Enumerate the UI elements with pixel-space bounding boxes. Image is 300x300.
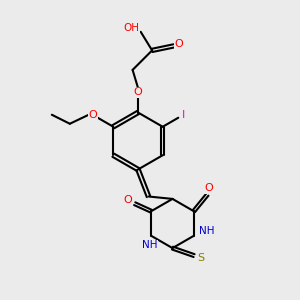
Text: O: O <box>124 195 133 205</box>
Text: OH: OH <box>123 23 139 33</box>
Text: O: O <box>175 39 184 50</box>
Text: S: S <box>197 253 204 263</box>
Text: NH: NH <box>199 226 214 236</box>
Text: O: O <box>134 87 142 97</box>
Text: O: O <box>204 183 213 193</box>
Text: I: I <box>182 110 185 120</box>
Text: NH: NH <box>142 240 158 250</box>
Text: O: O <box>88 110 97 120</box>
